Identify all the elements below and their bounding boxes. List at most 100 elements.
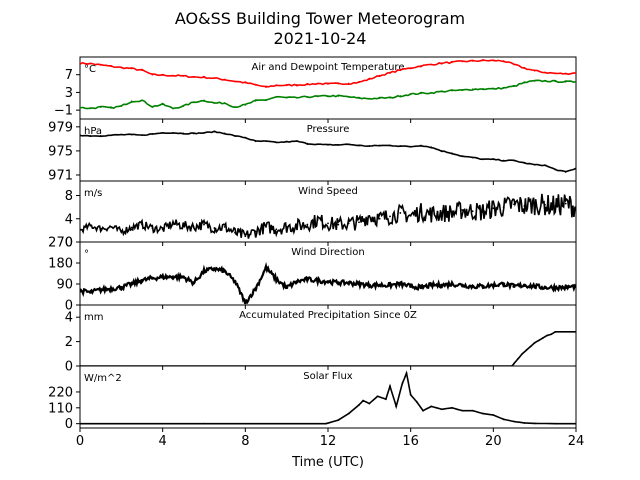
data-point <box>254 230 257 233</box>
data-point <box>203 223 205 226</box>
data-point <box>420 210 422 213</box>
data-point <box>110 134 112 137</box>
data-point <box>223 102 226 104</box>
y-tick-label: 270 <box>48 236 73 251</box>
data-point <box>533 422 536 425</box>
data-point <box>389 72 391 74</box>
data-point <box>553 285 557 290</box>
data-point <box>110 225 112 228</box>
data-point <box>233 280 237 284</box>
data-point <box>151 133 154 135</box>
data-point <box>88 290 92 294</box>
data-point <box>376 395 379 398</box>
data-point <box>368 78 371 81</box>
data-point <box>368 145 371 147</box>
data-point <box>491 283 495 287</box>
data-point <box>234 231 236 234</box>
data-point <box>203 131 205 134</box>
data-point <box>254 287 258 291</box>
data-point <box>172 131 174 134</box>
panel-unit: °C <box>84 64 96 75</box>
data-point <box>182 224 185 227</box>
data-point <box>296 140 298 143</box>
data-point <box>451 406 453 409</box>
data-point <box>492 158 495 161</box>
data-point <box>337 82 340 85</box>
data-point <box>337 143 340 146</box>
y-tick-label: 220 <box>48 385 73 400</box>
data-point <box>482 412 484 415</box>
data-point <box>80 134 81 137</box>
data-point <box>120 230 123 233</box>
data-point <box>430 146 433 149</box>
data-point <box>440 150 443 152</box>
data-point <box>296 96 298 99</box>
panel-4: 0 2 4 Accumulated Precipitation Since 0Z mm <box>65 304 577 375</box>
data-point <box>471 210 474 213</box>
data-point <box>523 67 526 69</box>
panel-title: Wind Speed <box>298 186 358 197</box>
data-point <box>151 73 154 76</box>
y-tick-label: 975 <box>48 144 73 159</box>
data-point <box>306 223 309 226</box>
data-point <box>481 284 485 288</box>
panel-0: −1 3 7 Air and Dewpoint Temperature °C <box>54 56 577 123</box>
data-point <box>502 87 505 89</box>
data-point <box>336 281 340 285</box>
data-point <box>265 86 267 89</box>
data-point <box>502 60 505 62</box>
data-point <box>574 284 576 288</box>
data-point <box>513 203 515 206</box>
data-point <box>529 345 532 348</box>
data-point <box>306 142 309 145</box>
data-point <box>542 337 544 339</box>
data-point <box>80 229 81 232</box>
data-point <box>182 105 185 108</box>
data-point <box>525 349 528 352</box>
data-point <box>223 225 226 228</box>
data-point <box>492 414 495 416</box>
data-point <box>213 102 216 104</box>
data-point <box>523 422 526 424</box>
y-tick-label: 0 <box>65 360 73 375</box>
data-point <box>172 107 174 110</box>
data-point <box>192 281 196 285</box>
data-point <box>533 203 536 206</box>
data-point <box>285 140 288 143</box>
x-axis: 0 4 8 12 16 20 24 <box>76 434 584 449</box>
data-point <box>264 266 268 270</box>
data-point <box>213 77 216 80</box>
data-point <box>533 69 536 72</box>
data-point <box>451 89 453 92</box>
data-point <box>399 212 402 214</box>
y-tick-label: 0 <box>65 299 73 314</box>
data-point <box>254 99 257 102</box>
data-point <box>378 217 381 220</box>
data-point <box>99 64 102 66</box>
data-point <box>440 62 443 65</box>
data-point <box>347 281 351 285</box>
data-point <box>120 66 123 69</box>
data-point <box>316 143 319 146</box>
data-point <box>544 203 546 206</box>
data-point <box>533 284 537 288</box>
data-point <box>440 283 444 287</box>
data-point <box>451 152 453 155</box>
data-point <box>389 144 391 147</box>
data-point <box>409 284 413 288</box>
data-point <box>461 409 464 412</box>
data-point <box>523 205 526 207</box>
data-point <box>550 333 553 336</box>
y-tick-label: 979 <box>48 120 73 135</box>
data-point <box>460 283 464 287</box>
data-point <box>430 91 433 94</box>
data-point <box>347 82 350 85</box>
data-point <box>368 214 371 217</box>
data-point <box>405 372 408 375</box>
panel-title: Solar Flux <box>303 371 353 382</box>
data-point <box>461 60 464 63</box>
panel-unit: hPa <box>84 126 102 137</box>
data-point <box>130 67 133 70</box>
data-point <box>89 224 92 227</box>
panel-2: 0 4 8 Wind Speed m/s <box>65 180 577 251</box>
